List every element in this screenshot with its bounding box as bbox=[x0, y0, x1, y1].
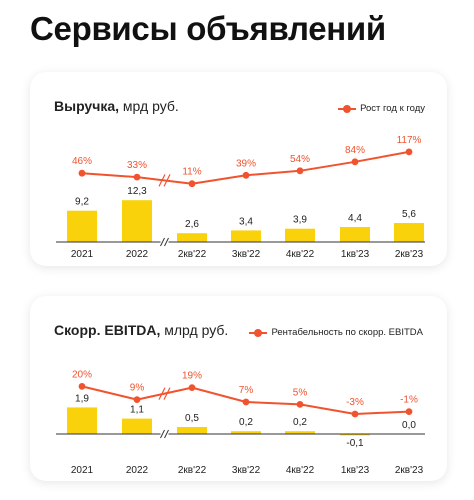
revenue-chart-title: Выручка, мрд руб. bbox=[54, 98, 179, 114]
revenue-legend: Рост год к году bbox=[338, 103, 425, 114]
revenue-chart: 46% 33% 11% 39% 54% 84% 117% 9,2 12,3 2,6 3,4 3,9 4,… bbox=[56, 135, 425, 260]
bar-value-label: 9,2 bbox=[75, 197, 89, 208]
revenue-title-bold: Выручка, bbox=[54, 98, 120, 114]
axis-break-gap bbox=[160, 238, 169, 246]
bar bbox=[340, 227, 370, 242]
line-point bbox=[133, 173, 141, 181]
ebitda-legend-label: Рентабельность по скорр. EBITDA bbox=[271, 327, 423, 338]
axis-break-mark bbox=[164, 429, 169, 439]
ebitda-title-bold: Скорр. EBITDA, bbox=[54, 322, 161, 338]
bar bbox=[340, 434, 370, 436]
bar-value-label: 12,3 bbox=[127, 186, 147, 197]
line-point-label: 33% bbox=[127, 160, 147, 171]
axis-break-mark bbox=[160, 237, 165, 247]
x-tick-label: 2021 bbox=[71, 249, 94, 260]
line-point bbox=[78, 169, 86, 177]
x-tick-label: 2кв'23 bbox=[395, 465, 424, 476]
x-tick-label: 3кв'22 bbox=[232, 465, 261, 476]
line-point-label: 46% bbox=[72, 156, 92, 167]
axis-break-gap bbox=[160, 430, 169, 438]
bar bbox=[177, 427, 207, 434]
bar bbox=[122, 418, 152, 434]
bar bbox=[285, 228, 315, 242]
bar-value-label: 0,0 bbox=[402, 420, 416, 431]
revenue-legend-label: Рост год к году bbox=[360, 103, 425, 114]
line-point-label: 19% bbox=[182, 371, 202, 382]
line-point-label: 117% bbox=[397, 135, 422, 146]
x-tick-label: 2кв'23 bbox=[395, 249, 424, 260]
x-tick-label: 3кв'22 bbox=[232, 249, 261, 260]
line-point-label: -3% bbox=[346, 397, 364, 408]
line-point bbox=[78, 383, 86, 390]
line-break-mark bbox=[158, 174, 166, 187]
bar-value-label: -0,1 bbox=[346, 438, 364, 449]
bar bbox=[122, 200, 152, 242]
line-point-label: 7% bbox=[239, 385, 254, 396]
legend-line-marker-icon bbox=[249, 328, 268, 338]
line-point bbox=[242, 398, 250, 406]
x-tick-label: 2021 bbox=[71, 465, 94, 476]
line-point-label: 84% bbox=[345, 145, 365, 156]
bar bbox=[67, 407, 97, 434]
line-point bbox=[133, 396, 141, 403]
bar-value-label: 1,1 bbox=[130, 405, 144, 416]
line-point bbox=[188, 180, 196, 188]
revenue-chart-card: Выручка, мрд руб. Рост год к году 46% 33%… bbox=[30, 72, 447, 266]
ebitda-chart: 20% 9% 19% 7% 5% -3% -1% 1,9 1,1 0,5 0,2 0,2 -0,1 0,0… bbox=[56, 369, 425, 476]
line-point bbox=[242, 171, 250, 179]
bar bbox=[285, 431, 315, 434]
revenue-title-unit: мрд руб. bbox=[119, 98, 179, 114]
line-point bbox=[351, 158, 359, 166]
bar bbox=[231, 230, 261, 242]
axis-break-mark bbox=[160, 429, 165, 439]
line-point-label: 20% bbox=[72, 369, 92, 380]
x-tick-label: 4кв'22 bbox=[286, 249, 315, 260]
x-tick-label: 2кв'22 bbox=[178, 249, 207, 260]
line-point-label: 9% bbox=[130, 383, 145, 394]
bar-value-label: 1,9 bbox=[75, 393, 89, 404]
axis-break-mark bbox=[164, 237, 169, 247]
bar-value-label: 3,4 bbox=[239, 216, 253, 227]
line-point bbox=[296, 167, 304, 175]
line-point bbox=[405, 148, 413, 156]
line-point-label: 11% bbox=[182, 167, 201, 178]
bar bbox=[67, 210, 97, 242]
bar bbox=[394, 223, 424, 242]
line-point-label: 54% bbox=[290, 154, 310, 165]
line-point bbox=[296, 401, 304, 408]
x-tick-label: 2022 bbox=[126, 465, 149, 476]
line-point-label: 5% bbox=[293, 387, 308, 398]
bar bbox=[177, 233, 207, 242]
line-point-label: -1% bbox=[400, 395, 418, 406]
bar-value-label: 3,9 bbox=[293, 215, 307, 226]
x-tick-label: 1кв'23 bbox=[341, 249, 370, 260]
bar-value-label: 5,6 bbox=[402, 209, 416, 220]
ebitda-chart-title: Скорр. EBITDA, млрд руб. bbox=[54, 322, 228, 338]
line-point-label: 39% bbox=[236, 158, 256, 169]
ebitda-title-unit: млрд руб. bbox=[160, 322, 229, 338]
x-tick-label: 4кв'22 bbox=[286, 465, 315, 476]
bar-value-label: 4,4 bbox=[348, 213, 362, 224]
line-break-mark bbox=[158, 387, 166, 400]
line-break-mark bbox=[163, 387, 171, 400]
legend-line-marker-icon bbox=[338, 104, 357, 114]
ebitda-chart-card: Скорр. EBITDA, млрд руб. Рентабельность … bbox=[30, 296, 447, 481]
bar-value-label: 0,2 bbox=[239, 417, 253, 428]
line-point bbox=[188, 384, 196, 391]
x-tick-label: 1кв'23 bbox=[341, 465, 370, 476]
bar-value-label: 0,5 bbox=[185, 413, 199, 424]
bar bbox=[231, 431, 261, 434]
x-tick-label: 2022 bbox=[126, 249, 149, 260]
bar-value-label: 2,6 bbox=[185, 219, 199, 230]
bar-value-label: 0,2 bbox=[293, 417, 307, 428]
line-break-mark bbox=[163, 174, 171, 187]
x-tick-label: 2кв'22 bbox=[178, 465, 207, 476]
line-point bbox=[405, 408, 413, 415]
line-point bbox=[351, 410, 359, 418]
page-title: Сервисы объявлений bbox=[30, 10, 386, 47]
ebitda-legend: Рентабельность по скорр. EBITDA bbox=[249, 327, 423, 338]
